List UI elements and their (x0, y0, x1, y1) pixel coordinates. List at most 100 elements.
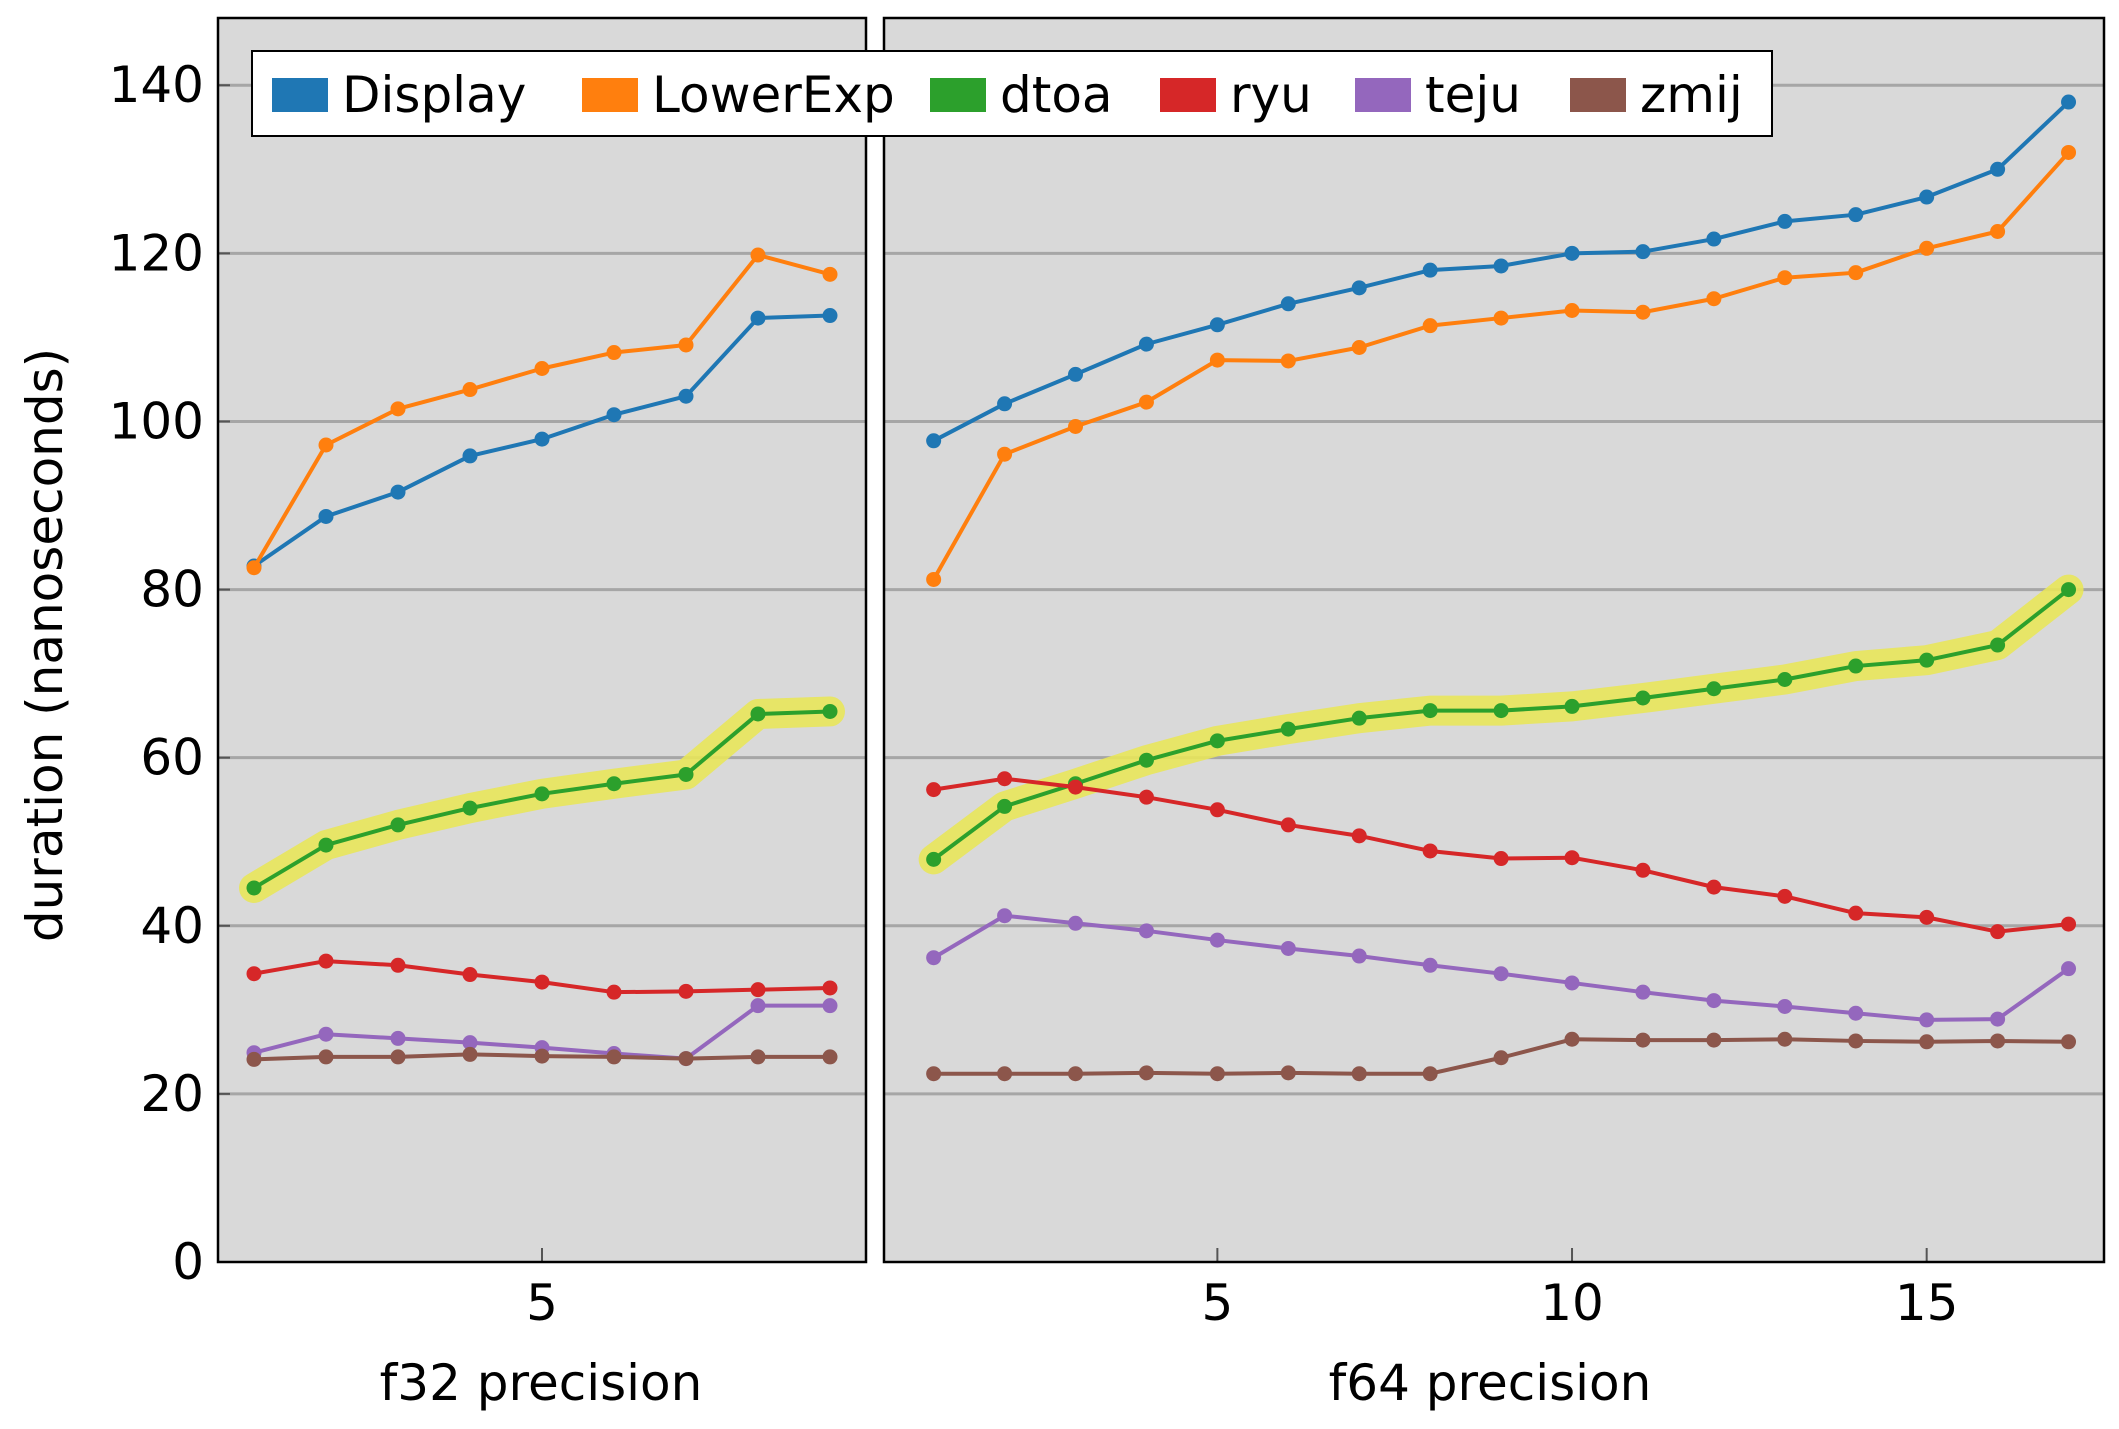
data-point-ryu (390, 957, 406, 973)
y-tick-label: 40 (140, 897, 204, 955)
data-point-teju (1706, 993, 1722, 1009)
legend-swatch-lowerexp (582, 78, 638, 112)
data-point-lowerexp (534, 361, 550, 377)
data-point-lowerexp (1706, 291, 1722, 307)
data-point-lowerexp (462, 382, 478, 398)
data-point-zmij (1280, 1065, 1296, 1081)
data-point-display (390, 484, 406, 500)
data-point-dtoa (1280, 721, 1296, 737)
data-point-lowerexp (678, 337, 694, 353)
data-point-dtoa (462, 800, 478, 816)
data-point-lowerexp (1848, 265, 1864, 281)
data-point-display (1068, 366, 1084, 382)
data-point-lowerexp (1635, 304, 1651, 320)
legend-box (251, 50, 1773, 137)
y-tick-label: 120 (109, 224, 204, 282)
x-axis-title-f64: f64 precision (1329, 1354, 1652, 1412)
data-point-zmij (1138, 1065, 1154, 1081)
data-point-teju (926, 950, 942, 966)
data-point-ryu (1919, 909, 1935, 925)
plot-background (884, 18, 2104, 1262)
data-point-teju (1919, 1012, 1935, 1028)
data-point-lowerexp (1068, 419, 1084, 435)
y-axis-title: duration (nanoseconds) (16, 348, 74, 942)
data-point-teju (1777, 998, 1793, 1014)
data-point-teju (1209, 932, 1225, 948)
data-point-ryu (678, 983, 694, 999)
data-point-ryu (1706, 879, 1722, 895)
data-point-display (926, 433, 942, 449)
data-point-dtoa (318, 837, 334, 853)
data-point-dtoa (678, 766, 694, 782)
y-tick-label: 80 (140, 561, 204, 619)
data-point-display (1990, 161, 2006, 177)
data-point-zmij (1209, 1066, 1225, 1082)
x-tick-label: 15 (1895, 1274, 1959, 1332)
data-point-dtoa (1564, 698, 1580, 714)
data-point-ryu (997, 771, 1013, 787)
data-point-ryu (750, 982, 766, 998)
data-point-teju (1635, 984, 1651, 1000)
data-point-ryu (1564, 850, 1580, 866)
y-tick-label: 0 (172, 1233, 204, 1291)
data-point-dtoa (1919, 652, 1935, 668)
data-point-zmij (1351, 1066, 1367, 1082)
data-point-teju (997, 908, 1013, 924)
data-point-dtoa (1493, 703, 1509, 719)
data-point-display (1351, 280, 1367, 296)
data-point-ryu (1351, 828, 1367, 844)
data-point-display (1919, 189, 1935, 205)
data-point-dtoa (1635, 690, 1651, 706)
data-point-lowerexp (318, 437, 334, 453)
data-point-teju (1990, 1011, 2006, 1027)
data-point-display (997, 396, 1013, 412)
plot-frame (216, 16, 868, 1264)
data-point-zmij (534, 1048, 550, 1064)
plot-frame (882, 16, 2106, 1264)
data-point-zmij (1564, 1031, 1580, 1047)
plot-background (218, 18, 866, 1262)
data-point-ryu (606, 984, 622, 1000)
data-point-display (1777, 213, 1793, 229)
data-point-display (678, 388, 694, 404)
data-point-display (1280, 296, 1296, 312)
data-point-zmij (390, 1049, 406, 1065)
data-point-dtoa (997, 798, 1013, 814)
data-point-zmij (246, 1051, 262, 1067)
data-point-dtoa (246, 880, 262, 896)
data-point-ryu (822, 980, 838, 996)
data-point-dtoa (1848, 658, 1864, 674)
data-point-zmij (606, 1049, 622, 1065)
data-point-display (822, 308, 838, 324)
data-point-zmij (750, 1049, 766, 1065)
y-tick-label: 140 (109, 56, 204, 114)
data-point-zmij (1493, 1050, 1509, 1066)
data-point-dtoa (822, 703, 838, 719)
x-axis-title-f32: f32 precision (380, 1354, 703, 1412)
data-point-display (1493, 258, 1509, 274)
data-point-display (462, 448, 478, 464)
data-point-dtoa (606, 776, 622, 792)
data-point-dtoa (926, 851, 942, 867)
data-point-display (534, 431, 550, 447)
legend-label-lowerexp: LowerExp (652, 66, 895, 124)
data-point-lowerexp (1138, 394, 1154, 410)
data-point-teju (1422, 957, 1438, 973)
legend-label-ryu: ryu (1230, 66, 1312, 124)
data-point-lowerexp (606, 345, 622, 361)
data-point-teju (1280, 940, 1296, 956)
data-point-ryu (462, 967, 478, 983)
data-point-zmij (2061, 1034, 2077, 1050)
data-point-ryu (926, 782, 942, 798)
panel-f64: 5 10 15 (882, 16, 2106, 1332)
y-tick-label: 60 (140, 729, 204, 787)
data-point-zmij (1635, 1032, 1651, 1048)
data-point-dtoa (1777, 672, 1793, 688)
data-point-lowerexp (2061, 144, 2077, 160)
data-point-lowerexp (1777, 270, 1793, 286)
data-point-lowerexp (926, 571, 942, 587)
legend-swatch-display (272, 78, 328, 112)
data-point-lowerexp (1422, 318, 1438, 334)
data-point-dtoa (1706, 681, 1722, 697)
data-point-display (606, 407, 622, 423)
